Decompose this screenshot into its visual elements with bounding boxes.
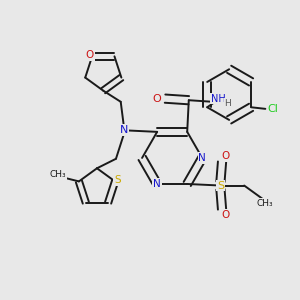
Text: CH₃: CH₃	[257, 199, 273, 208]
Text: N: N	[198, 153, 206, 163]
Text: S: S	[114, 175, 121, 185]
Text: O: O	[153, 94, 161, 103]
Text: NH: NH	[211, 94, 226, 103]
Text: H: H	[224, 99, 231, 108]
Text: O: O	[85, 50, 94, 60]
Text: N: N	[120, 125, 128, 135]
Text: O: O	[221, 210, 229, 220]
Text: Cl: Cl	[268, 104, 279, 114]
Text: O: O	[221, 151, 229, 161]
Text: S: S	[217, 181, 224, 190]
Text: N: N	[153, 179, 161, 189]
Text: CH₃: CH₃	[50, 170, 66, 179]
